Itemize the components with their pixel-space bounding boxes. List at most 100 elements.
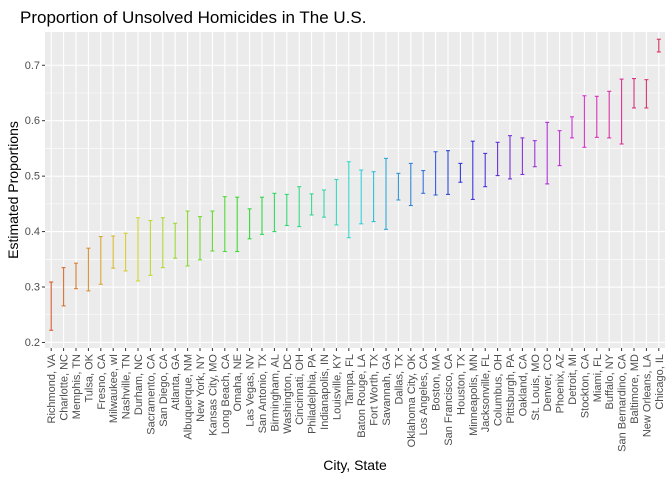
x-tick-label: Kansas City, MO bbox=[207, 354, 219, 436]
error-bar bbox=[247, 208, 252, 240]
error-bar bbox=[136, 217, 140, 282]
x-tick-label: Boston, MA bbox=[431, 353, 443, 411]
error-bar bbox=[297, 186, 302, 228]
error-bar bbox=[520, 137, 525, 176]
error-bar bbox=[656, 38, 661, 53]
x-tick-label: Albuquerque, NM bbox=[183, 354, 195, 440]
x-tick-label: Las Vegas, NV bbox=[245, 353, 257, 426]
x-tick-label: Columbus, OH bbox=[493, 354, 505, 426]
error-bar bbox=[470, 140, 475, 200]
x-tick-label: San Antonio, TX bbox=[257, 353, 269, 433]
x-tick-label: Dallas, TX bbox=[393, 353, 405, 404]
error-bar bbox=[61, 267, 66, 307]
error-bar bbox=[346, 161, 351, 239]
y-tick-label: 0.7 bbox=[25, 60, 40, 72]
x-tick-label: Savannah, GA bbox=[381, 353, 393, 425]
error-bar bbox=[644, 79, 649, 109]
error-bar bbox=[619, 78, 624, 145]
error-bar bbox=[123, 232, 128, 272]
error-bar bbox=[582, 95, 587, 148]
x-tick-label: Houston, TX bbox=[455, 353, 467, 415]
x-tick-label: San Francisco, CA bbox=[443, 353, 455, 445]
error-bar bbox=[309, 193, 314, 216]
error-bar bbox=[160, 217, 165, 269]
y-tick-label: 0.2 bbox=[25, 337, 40, 349]
x-axis-ticks: Richmond, VA Charlotte, NC Memphis, TN Tuls… bbox=[46, 348, 666, 452]
error-bar bbox=[433, 151, 438, 196]
error-bar bbox=[594, 95, 599, 138]
x-tick-label: Los Angeles, CA bbox=[418, 353, 430, 435]
y-tick-label: 0.3 bbox=[25, 282, 40, 294]
x-tick-label: Jacksonville, FL bbox=[480, 354, 492, 432]
error-bar bbox=[49, 281, 54, 331]
x-tick-label: Philadelphia, PA bbox=[307, 353, 319, 434]
error-bar bbox=[74, 262, 78, 290]
error-bars bbox=[49, 38, 661, 331]
x-tick-label: Milwaukee, wI bbox=[108, 354, 120, 423]
x-tick-label: Long Beach, CA bbox=[220, 353, 232, 434]
x-tick-label: Phoenix, AZ bbox=[555, 354, 567, 414]
x-tick-label: Tulsa, OK bbox=[83, 353, 95, 402]
x-tick-label: Buffalo, NY bbox=[604, 353, 616, 409]
x-tick-label: Richmond, VA bbox=[46, 353, 58, 423]
error-bar bbox=[222, 196, 227, 253]
x-tick-label: Denver, CO bbox=[542, 354, 554, 412]
chart-title: Proportion of Unsolved Homicides in The … bbox=[20, 8, 366, 27]
error-bar bbox=[260, 196, 264, 235]
error-bar bbox=[396, 172, 401, 201]
error-bar bbox=[86, 247, 91, 292]
error-bar bbox=[483, 152, 488, 188]
error-bar bbox=[185, 210, 190, 267]
error-bar bbox=[557, 130, 562, 167]
error-bar bbox=[570, 116, 574, 139]
x-tick-label: New York, NY bbox=[195, 353, 207, 422]
error-bar bbox=[532, 140, 537, 168]
error-bar bbox=[458, 162, 463, 183]
error-bar bbox=[148, 219, 153, 276]
x-tick-label: Stockton, CA bbox=[579, 353, 591, 418]
error-bar bbox=[98, 236, 103, 285]
x-tick-label: Fort Worth, TX bbox=[369, 353, 381, 425]
error-bar bbox=[508, 135, 512, 180]
error-bar bbox=[446, 150, 450, 195]
error-bar bbox=[371, 171, 376, 223]
error-bar bbox=[210, 210, 215, 252]
x-tick-label: Baton Rouge, LA bbox=[356, 353, 368, 437]
y-axis-title: Estimated Proportions bbox=[5, 121, 21, 259]
plot-panel bbox=[45, 32, 665, 348]
error-bar bbox=[421, 170, 426, 194]
x-tick-label: Washington, DC bbox=[282, 354, 294, 434]
x-tick-label: Chicago, IL bbox=[654, 354, 666, 410]
x-axis-title: City, State bbox=[323, 457, 387, 473]
x-tick-label: Louisville, KY bbox=[331, 353, 343, 420]
x-tick-label: Miami, FL bbox=[592, 354, 604, 402]
error-bar bbox=[198, 216, 202, 261]
minor-gridlines bbox=[45, 92, 665, 316]
error-bar bbox=[334, 178, 339, 226]
y-axis-ticks: 0.2 0.3 0.4 0.5 0.6 0.7 bbox=[25, 60, 45, 349]
error-bar bbox=[284, 193, 289, 227]
error-bar bbox=[408, 162, 413, 207]
error-bar bbox=[384, 157, 388, 230]
x-tick-label: Omaha, NE bbox=[232, 354, 244, 411]
x-tick-label: Sacramento, CA bbox=[145, 353, 157, 434]
x-tick-label: Birmingham, AL bbox=[269, 354, 281, 432]
error-bar bbox=[235, 196, 240, 253]
x-tick-label: St. Louis, MO bbox=[530, 354, 542, 421]
error-bar bbox=[545, 121, 550, 185]
x-tick-label: Pittsburgh, PA bbox=[505, 353, 517, 423]
x-tick-label: Nashville, TN bbox=[121, 354, 133, 419]
x-tick-label: Memphis, TN bbox=[71, 354, 83, 419]
x-tick-label: New Orleans, LA bbox=[641, 353, 653, 437]
y-tick-label: 0.4 bbox=[25, 226, 40, 238]
x-tick-label: Oklahoma City, OK bbox=[406, 353, 418, 447]
y-tick-label: 0.6 bbox=[25, 115, 40, 127]
error-bar bbox=[272, 192, 277, 233]
y-tick-label: 0.5 bbox=[25, 171, 40, 183]
x-tick-label: Cincinnati, OH bbox=[294, 354, 306, 425]
x-tick-label: Minneapolis, MN bbox=[468, 354, 480, 436]
x-tick-label: Detroit, MI bbox=[567, 354, 579, 405]
x-tick-label: Atlanta, GA bbox=[170, 353, 182, 410]
x-tick-label: Oakland, CA bbox=[517, 353, 529, 416]
